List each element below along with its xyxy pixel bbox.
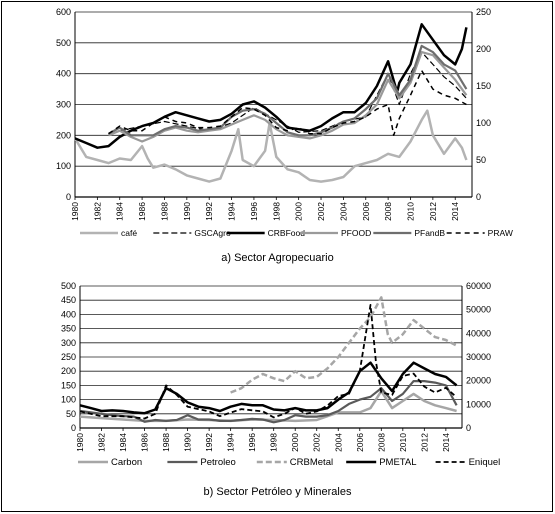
legend-label: PMETAL xyxy=(379,457,416,468)
legend-label: Carbon xyxy=(111,457,142,468)
caption-petroleo-minerales: b) Sector Petróleo y Minerales xyxy=(203,486,352,498)
x-tick-label: 1988 xyxy=(161,433,171,452)
y-right-tick-label: 0 xyxy=(476,192,481,202)
y-right-tick-label: 10000 xyxy=(466,399,491,409)
x-tick-label: 1990 xyxy=(182,202,192,221)
y-left-tick-label: 500 xyxy=(56,38,71,48)
y-left-tick-label: 200 xyxy=(61,366,76,376)
x-tick-label: 2006 xyxy=(355,433,365,452)
x-tick-label: 2000 xyxy=(294,202,304,221)
x-tick-label: 1994 xyxy=(227,202,237,221)
legend-label: Petroleo xyxy=(200,457,235,468)
x-tick-label: 1986 xyxy=(137,202,147,221)
x-tick-label: 1982 xyxy=(97,433,107,452)
y-right-tick-label: 20000 xyxy=(466,376,491,386)
series-line-petroleo xyxy=(79,380,458,424)
y-left-tick-label: 0 xyxy=(66,192,71,202)
x-tick-label: 1980 xyxy=(75,433,85,452)
series-line-praw xyxy=(108,69,467,137)
x-tick-label: 1994 xyxy=(226,433,236,452)
x-tick-label: 1992 xyxy=(204,202,214,221)
y-right-tick-label: 50 xyxy=(476,155,486,165)
x-tick-label: 2002 xyxy=(316,202,326,221)
x-tick-label: 1990 xyxy=(183,433,193,452)
x-tick-label: 2014 xyxy=(441,433,451,452)
x-tick-label: 2006 xyxy=(361,202,371,221)
y-left-tick-label: 350 xyxy=(61,324,76,334)
legend-label: CRBFood xyxy=(268,228,306,238)
y-left-tick-label: 400 xyxy=(61,309,76,319)
x-tick-label: 2014 xyxy=(450,202,460,221)
y-left-tick-label: 150 xyxy=(61,380,76,390)
x-tick-label: 2008 xyxy=(383,202,393,221)
y-left-tick-label: 250 xyxy=(61,352,76,362)
y-left-tick-label: 200 xyxy=(56,130,71,140)
y-left-tick-label: 0 xyxy=(71,423,76,433)
legend-label: PFOOD xyxy=(341,228,371,238)
y-right-tick-label: 60000 xyxy=(466,281,491,291)
x-tick-label: 1988 xyxy=(159,202,169,221)
x-tick-label: 2008 xyxy=(376,433,386,452)
x-tick-label: 1980 xyxy=(70,202,80,221)
x-tick-label: 1984 xyxy=(115,202,125,221)
series-line-eniquel xyxy=(79,304,458,420)
legend-label: PRAW xyxy=(488,228,513,238)
y-left-tick-label: 600 xyxy=(56,7,71,17)
legend-label: CRBMetal xyxy=(290,457,333,468)
series-line-pmetal xyxy=(79,361,458,415)
series-line-pfandb xyxy=(107,44,468,137)
y-right-tick-label: 150 xyxy=(476,81,491,91)
series-line-crbmetal xyxy=(230,296,458,394)
caption-agropecuario: a) Sector Agropecuario xyxy=(221,252,334,264)
legend-label: PFandB xyxy=(414,228,445,238)
y-left-tick-label: 400 xyxy=(56,69,71,79)
x-tick-label: 2010 xyxy=(398,433,408,452)
x-tick-label: 2002 xyxy=(312,433,322,452)
y-left-tick-label: 50 xyxy=(66,409,76,419)
y-right-tick-label: 50000 xyxy=(466,305,491,315)
x-tick-label: 2012 xyxy=(419,433,429,452)
y-left-tick-label: 100 xyxy=(61,395,76,405)
legend-label: GSCAgro xyxy=(194,228,231,238)
x-tick-label: 1998 xyxy=(271,202,281,221)
series-line-gscagro xyxy=(119,51,467,133)
x-tick-label: 2000 xyxy=(290,433,300,452)
chart-agropecuario: 0 100 200 300 400 500 600 0 50 100 150 200 250 1980 19… xyxy=(56,7,513,238)
y-left-tick-label: 500 xyxy=(61,281,76,291)
y-right-tick-label: 0 xyxy=(466,423,471,433)
x-tick-label: 1986 xyxy=(140,433,150,452)
x-tick-label: 1984 xyxy=(118,433,128,452)
x-tick-label: 1996 xyxy=(247,433,257,452)
y-left-tick-label: 100 xyxy=(56,161,71,171)
x-tick-label: 1998 xyxy=(269,433,279,452)
y-left-tick-label: 300 xyxy=(56,100,71,110)
legend-label: café xyxy=(121,228,137,238)
series-line-pfood xyxy=(108,51,468,143)
x-tick-label: 1992 xyxy=(204,433,214,452)
x-tick-label: 2010 xyxy=(405,202,415,221)
y-left-tick-label: 450 xyxy=(61,295,76,305)
x-tick-label: 2004 xyxy=(333,433,343,452)
series-line-crbfood xyxy=(74,23,468,149)
y-right-tick-label: 30000 xyxy=(466,352,491,362)
y-right-tick-label: 200 xyxy=(476,44,491,54)
x-tick-label: 2004 xyxy=(338,202,348,221)
x-tick-label: 1996 xyxy=(249,202,259,221)
y-right-tick-label: 40000 xyxy=(466,328,491,338)
y-right-tick-label: 100 xyxy=(476,118,491,128)
y-right-tick-label: 250 xyxy=(476,7,491,17)
x-tick-label: 2012 xyxy=(428,202,438,221)
y-left-tick-label: 300 xyxy=(61,338,76,348)
x-tick-label: 1982 xyxy=(92,202,102,221)
legend-label: Eniquel xyxy=(469,457,501,468)
